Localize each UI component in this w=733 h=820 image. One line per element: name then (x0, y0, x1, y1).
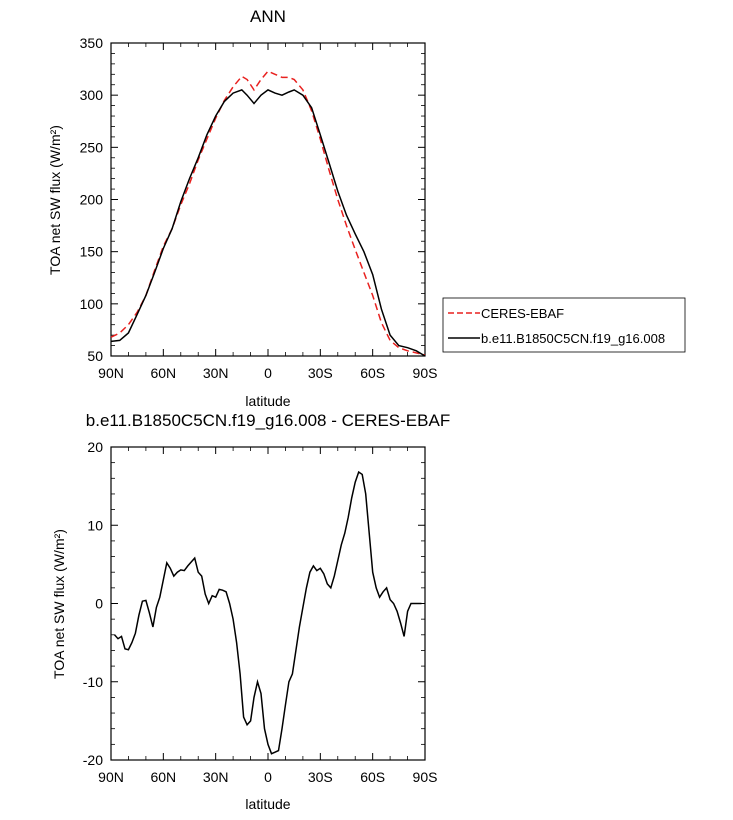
xtick-label: 90N (98, 769, 124, 785)
series-line-0-1 (110, 89, 426, 357)
chart-top-ylabel: TOA net SW flux (W/m²) (47, 125, 63, 275)
xtick-label: 0 (264, 769, 272, 785)
ytick-label: -20 (83, 752, 103, 768)
ytick-label: 150 (80, 244, 104, 260)
ytick-label: 10 (87, 517, 103, 533)
chart-top-xlabel: latitude (245, 393, 290, 409)
xtick-label: 90S (413, 769, 438, 785)
chart-bottom: b.e11.B1850C5CN.f19_g16.008 - CERES-EBAF… (51, 411, 450, 812)
xtick-label: 30S (308, 769, 333, 785)
xtick-label: 60N (150, 769, 176, 785)
ytick-label: 0 (95, 596, 103, 612)
legend-label-ceres: CERES-EBAF (481, 306, 564, 321)
ytick-label: 350 (80, 35, 104, 51)
xtick-label: 90S (413, 365, 438, 381)
ytick-label: 50 (87, 348, 103, 364)
xtick-label: 90N (98, 365, 124, 381)
ytick-label: -10 (83, 674, 103, 690)
ytick-label: 100 (80, 296, 104, 312)
ytick-label: 200 (80, 192, 104, 208)
series-line-1-0 (113, 470, 422, 755)
chart-top-title: ANN (250, 7, 286, 26)
chart-top: ANN 50 100 150 200 250 300 350 90N 60N 30N 0 30S 60… (47, 7, 686, 409)
ytick-label: 300 (80, 87, 104, 103)
xtick-label: 60S (360, 769, 385, 785)
xtick-label: 30N (203, 365, 229, 381)
chart-bottom-title: b.e11.B1850C5CN.f19_g16.008 - CERES-EBAF (86, 411, 450, 430)
ytick-label: 20 (87, 439, 103, 455)
ytick-label: 250 (80, 139, 104, 155)
series-line-0-0 (110, 70, 426, 356)
legend: CERES-EBAF b.e11.B1850C5CN.f19_g16.008 (442, 297, 686, 353)
legend-label-model: b.e11.B1850C5CN.f19_g16.008 (481, 331, 665, 346)
xtick-label: 60N (150, 365, 176, 381)
xtick-label: 30N (203, 769, 229, 785)
chart-bottom-xlabel: latitude (245, 796, 290, 812)
xtick-label: 0 (264, 365, 272, 381)
chart-bottom-ylabel: TOA net SW flux (W/m²) (51, 529, 67, 679)
xtick-label: 30S (308, 365, 333, 381)
legend-box (442, 297, 686, 353)
xtick-label: 60S (360, 365, 385, 381)
